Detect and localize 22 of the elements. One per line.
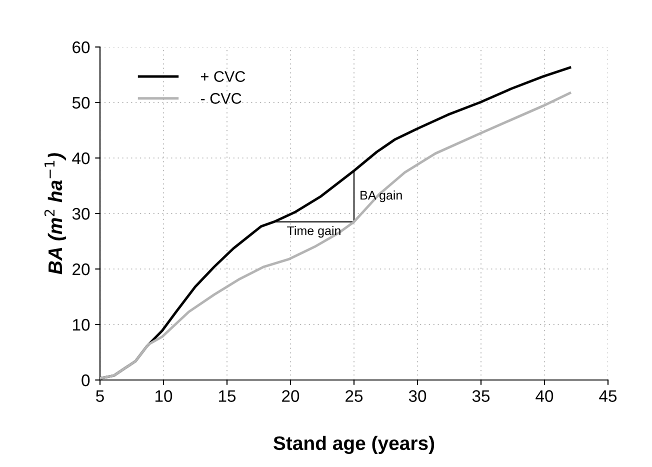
y-tick-label: 30 bbox=[72, 208, 90, 220]
y-axis-title: BA (m$^{2}$ ha$^{−1}$) bbox=[44, 153, 66, 274]
y-tick-label: 40 bbox=[72, 152, 90, 164]
legend-label: + CVC bbox=[201, 71, 246, 82]
x-tick-label: 15 bbox=[219, 390, 236, 402]
y-tick-label: 20 bbox=[72, 263, 90, 276]
x-tick-label: 45 bbox=[599, 390, 617, 402]
legend-label: - CVC bbox=[200, 93, 242, 104]
y-tick-label: 60 bbox=[72, 41, 90, 54]
x-tick-label: 5 bbox=[96, 390, 104, 402]
x-axis-title: Stand age (years) bbox=[274, 436, 434, 454]
y-tick-label: 0 bbox=[82, 374, 90, 386]
annotation: BA gain bbox=[360, 190, 402, 202]
x-tick-label: 35 bbox=[472, 390, 490, 402]
x-tick-label: 25 bbox=[346, 390, 363, 402]
y-tick-label: 50 bbox=[72, 96, 90, 109]
y-tick-label: 10 bbox=[73, 318, 90, 331]
x-tick-label: 10 bbox=[156, 390, 172, 402]
annotation: Time gain bbox=[287, 226, 340, 238]
x-tick-label: 40 bbox=[536, 390, 554, 402]
x-tick-label: 20 bbox=[282, 390, 300, 402]
x-tick-label: 30 bbox=[408, 390, 426, 402]
